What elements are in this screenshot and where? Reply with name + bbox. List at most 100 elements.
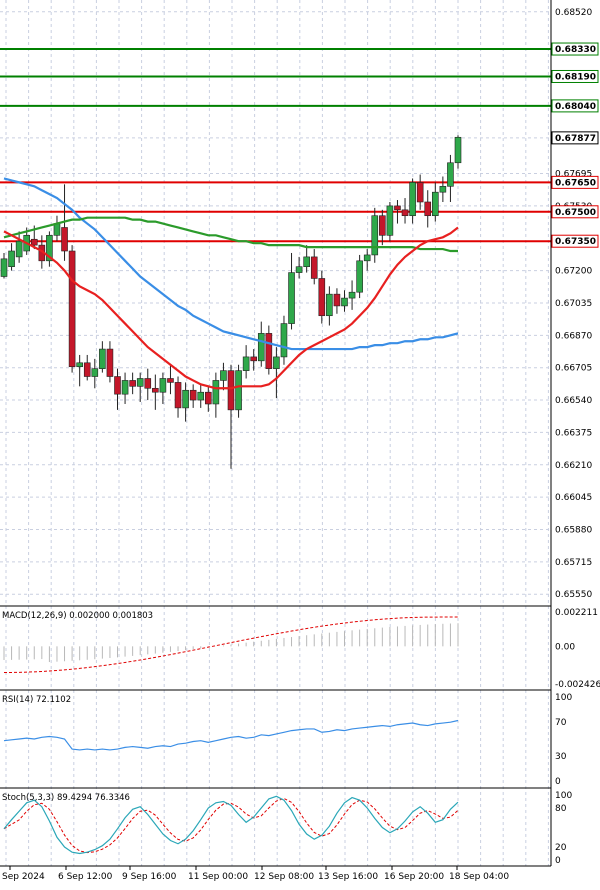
candle-bull <box>121 380 129 395</box>
candle-bull <box>99 348 106 369</box>
price-tick-label: 0.66375 <box>555 428 592 438</box>
x-tick-label: 9 Sep 16:00 <box>122 872 177 882</box>
candle-bear <box>424 201 432 217</box>
candle-bear <box>114 376 121 395</box>
candle-bull <box>439 185 447 193</box>
macd-tick-label: 0.002211 <box>555 608 598 618</box>
candle-bull <box>280 323 288 358</box>
last-price-label: 0.67877 <box>555 134 596 144</box>
candle-bull <box>0 258 8 277</box>
candle-bull <box>431 191 439 217</box>
candle-bear <box>227 370 235 411</box>
support-level-tag <box>551 234 599 248</box>
x-tick-label: 6 Sep 12:00 <box>58 872 113 882</box>
candle-bull <box>76 362 83 368</box>
stoch-k-line <box>3 795 459 855</box>
panel-bg-0 <box>0 0 551 604</box>
candle-bear <box>250 356 257 362</box>
candle-bull <box>8 250 15 268</box>
candle-bear <box>401 209 409 217</box>
rsi-tick-label: 30 <box>555 752 567 762</box>
panel-bg-1 <box>0 607 551 689</box>
x-tick-label: 13 Sep 16:00 <box>318 872 378 882</box>
candle-bear <box>205 391 212 405</box>
candle-bear <box>310 256 318 279</box>
candle-bear <box>318 278 326 317</box>
price-tick-label: 0.65880 <box>555 525 592 535</box>
candle-bull <box>242 356 250 371</box>
candle-bull <box>257 333 265 362</box>
candle-bear <box>68 250 76 368</box>
candle-bull <box>348 291 356 299</box>
candle-bull <box>212 380 220 405</box>
candle-bear <box>129 380 136 387</box>
candle-bull <box>386 205 394 236</box>
candle-bull <box>356 260 363 293</box>
last-price-tag <box>551 131 599 145</box>
support-level-tag <box>551 205 599 219</box>
rsi-tick-label: 70 <box>555 718 567 728</box>
macd-tick-label: -0.002426 <box>555 680 600 690</box>
support-level-label: 0.67350 <box>555 237 596 247</box>
rsi-tick-label: 0 <box>555 777 561 787</box>
candle-bear <box>379 215 386 236</box>
candle-bull <box>447 162 454 187</box>
candle-bull <box>273 356 280 369</box>
rsi-tick-label: 100 <box>555 693 572 703</box>
candle-bear <box>61 227 68 252</box>
price-tick-label: 0.68520 <box>555 8 592 18</box>
candle-bear <box>167 378 174 383</box>
candle-bull <box>220 370 227 381</box>
panel-bg-2 <box>0 691 551 787</box>
rsi-line <box>3 719 459 751</box>
candle-bull <box>235 370 242 411</box>
ma-line-1 <box>3 216 458 253</box>
stoch-d-line <box>3 797 459 854</box>
candle-bull <box>326 293 333 317</box>
price-tick-label: 0.66045 <box>555 493 592 503</box>
resistance-level-tag <box>551 99 599 113</box>
x-tick-label: 18 Sep 04:00 <box>449 872 509 882</box>
candle-bull <box>371 215 379 256</box>
price-tick-label: 0.65550 <box>555 590 592 600</box>
price-tick-label: 0.67200 <box>555 267 592 277</box>
candle-bear <box>189 389 197 401</box>
x-tick-label: 11 Sep 00:00 <box>188 872 248 882</box>
support-level-label: 0.67650 <box>555 178 596 188</box>
candle-bull <box>15 240 23 258</box>
candle-bull <box>136 378 144 387</box>
candle-bull <box>295 266 303 273</box>
stoch-tick-label: 100 <box>555 791 572 801</box>
candle-bear <box>265 333 273 369</box>
candle-bull <box>197 391 205 401</box>
price-tick-label: 0.66540 <box>555 396 592 406</box>
candle-bear <box>333 293 341 307</box>
support-level-tag <box>551 175 599 189</box>
macd-label: MACD(12,26,9) 0.002000 0.001803 <box>2 611 153 621</box>
candle-bull <box>53 223 61 236</box>
candle-bull <box>341 297 348 307</box>
candle-bull <box>409 182 416 217</box>
candle-bull <box>159 378 167 393</box>
macd-signal-line <box>3 616 458 673</box>
resistance-level-tag <box>551 69 599 83</box>
stoch-label: Stoch(5,3,3) 89.4294 76.3346 <box>2 793 130 803</box>
ma-line-2 <box>3 226 459 390</box>
resistance-level-label: 0.68330 <box>555 45 596 55</box>
support-level-label: 0.67500 <box>555 208 596 218</box>
x-tick-label: Sep 2024 <box>2 872 45 882</box>
candle-bull <box>303 256 310 268</box>
candle-bull <box>91 368 99 377</box>
candle-bear <box>30 238 38 246</box>
price-tick-label: 0.66705 <box>555 364 592 374</box>
rsi-label: RSI(14) 72.1102 <box>2 695 71 705</box>
price-tick-label: 0.67035 <box>555 299 592 309</box>
candle-bear <box>83 362 91 377</box>
candle-bear <box>144 378 152 389</box>
candle-bull <box>363 254 371 262</box>
candle-bear <box>416 182 424 203</box>
x-tick-label: 16 Sep 20:00 <box>384 872 444 882</box>
candle-bull <box>182 389 189 409</box>
